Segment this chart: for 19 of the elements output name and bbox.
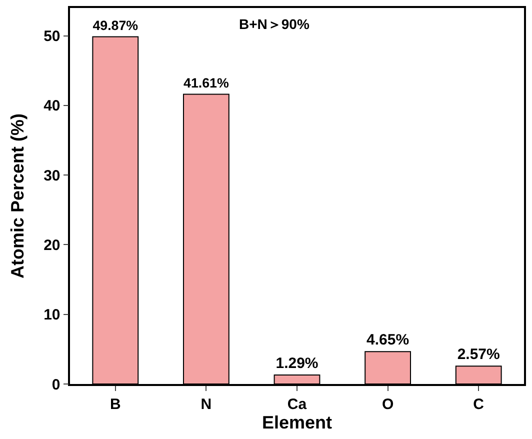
- annotation: B+N＞90%: [239, 16, 310, 32]
- data-label: 49.87%: [92, 18, 138, 34]
- y-tick-label: 30: [44, 167, 60, 184]
- data-label: 1.29%: [276, 355, 318, 372]
- data-label: 41.61%: [184, 76, 229, 91]
- data-label: 4.65%: [366, 332, 410, 349]
- y-tick-label: 50: [44, 28, 60, 46]
- y-tick-label: 10: [44, 306, 60, 324]
- y-tick-label: 20: [44, 236, 60, 254]
- y-axis-title: Atomic Percent (%): [8, 113, 28, 279]
- y-tick-label: 0: [52, 376, 60, 394]
- x-tick-label: N: [200, 396, 212, 413]
- x-tick-label: O: [382, 396, 394, 413]
- x-tick-label: C: [473, 396, 484, 413]
- data-label: 2.57%: [457, 346, 500, 364]
- x-tick-label: B: [110, 396, 121, 413]
- y-tick-label: 40: [44, 98, 60, 115]
- x-tick-label: Ca: [287, 396, 308, 413]
- x-axis-title: Element: [262, 412, 332, 433]
